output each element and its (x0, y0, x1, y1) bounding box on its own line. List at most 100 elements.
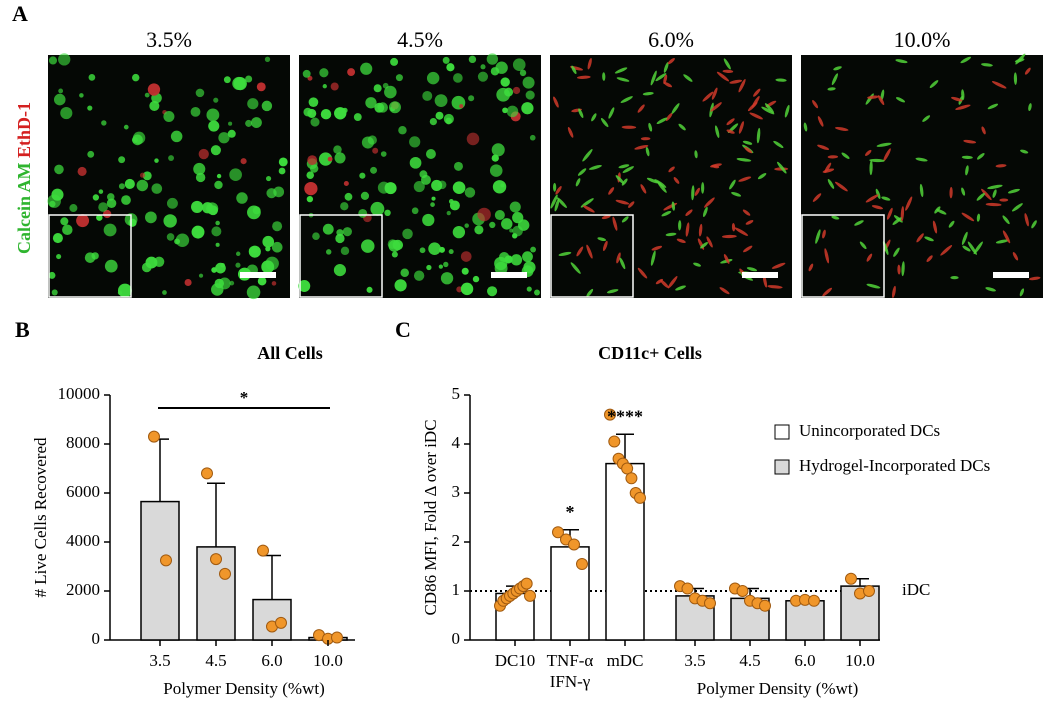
cell (320, 108, 332, 120)
image-title: 10.0% (894, 27, 951, 52)
cell (434, 94, 448, 108)
cell (395, 74, 403, 82)
cell (306, 171, 315, 179)
cell (558, 251, 572, 256)
y-axis-label: CD86 MFI, Fold Δ over iDC (421, 419, 440, 615)
cell (322, 84, 327, 89)
cell (738, 176, 752, 182)
cell (236, 192, 248, 204)
cell (893, 247, 900, 257)
cell (640, 184, 647, 194)
cell (198, 148, 209, 160)
cell (949, 186, 953, 199)
cell (619, 257, 626, 270)
cell (702, 91, 714, 102)
cell (808, 263, 814, 272)
cell (534, 289, 540, 296)
cell (494, 209, 505, 221)
cell (929, 80, 939, 89)
cell (265, 175, 272, 182)
data-point (634, 491, 646, 504)
cell (472, 275, 480, 283)
cell (962, 245, 971, 252)
data-point (520, 577, 533, 590)
cell (247, 205, 261, 220)
cell (673, 177, 680, 184)
data-point (608, 435, 621, 448)
cell (915, 157, 928, 162)
cell (426, 71, 440, 85)
cell (477, 207, 491, 222)
cell (117, 283, 132, 298)
cell (871, 205, 884, 210)
cell (661, 210, 672, 217)
cell (91, 252, 99, 260)
y-tick-label: 8000 (66, 433, 100, 452)
data-point (201, 467, 213, 480)
cell (77, 166, 87, 176)
significance-label: * (566, 502, 575, 522)
cell (229, 168, 242, 182)
cell (191, 200, 204, 213)
cell (460, 282, 474, 296)
cell (106, 198, 117, 209)
x-tick-label: 6.0 (261, 651, 282, 670)
cell (881, 196, 891, 201)
cell (833, 66, 842, 71)
cell (391, 251, 398, 258)
cell (278, 167, 286, 175)
cell (995, 239, 1009, 244)
chart-title: CD11c+ Cells (598, 343, 702, 363)
cell (736, 157, 752, 162)
cell (58, 53, 71, 66)
cell (637, 267, 648, 279)
cell (721, 234, 737, 239)
cell (477, 71, 489, 82)
cell (377, 181, 390, 194)
cell (567, 126, 574, 138)
cell (409, 156, 422, 169)
cell (163, 214, 177, 228)
cell (1002, 215, 1010, 225)
cell (215, 262, 226, 274)
cell (139, 172, 146, 178)
cell (118, 156, 126, 164)
cell (168, 155, 175, 162)
cell (211, 226, 222, 237)
cell (307, 108, 317, 118)
cell (817, 144, 830, 150)
y-tick-label: 5 (452, 384, 461, 403)
cell (367, 135, 377, 145)
y-tick-label: 0 (92, 629, 101, 648)
cell (701, 182, 705, 194)
x-tick-label: 3.5 (149, 651, 170, 670)
cell (965, 165, 969, 176)
cell (390, 57, 399, 66)
x-tick-label: 6.0 (794, 651, 815, 670)
data-point (863, 585, 875, 597)
cell (694, 150, 698, 159)
cell (591, 113, 597, 122)
cell (1028, 103, 1032, 112)
cell (409, 136, 421, 148)
cell (738, 78, 746, 93)
cell (602, 72, 606, 81)
cell (51, 188, 64, 201)
cell (468, 95, 475, 102)
cell (132, 73, 140, 82)
cell (729, 179, 736, 190)
cell (1031, 220, 1037, 229)
cell (950, 276, 959, 280)
cell (298, 280, 311, 292)
cell (452, 181, 466, 195)
cell (775, 78, 787, 82)
cell (744, 147, 753, 154)
cell (103, 209, 112, 219)
cell (271, 281, 277, 286)
cell (103, 223, 117, 237)
data-point (331, 631, 343, 644)
cell (365, 97, 377, 109)
cell (571, 65, 577, 75)
cell (955, 104, 971, 110)
cell (834, 181, 848, 192)
